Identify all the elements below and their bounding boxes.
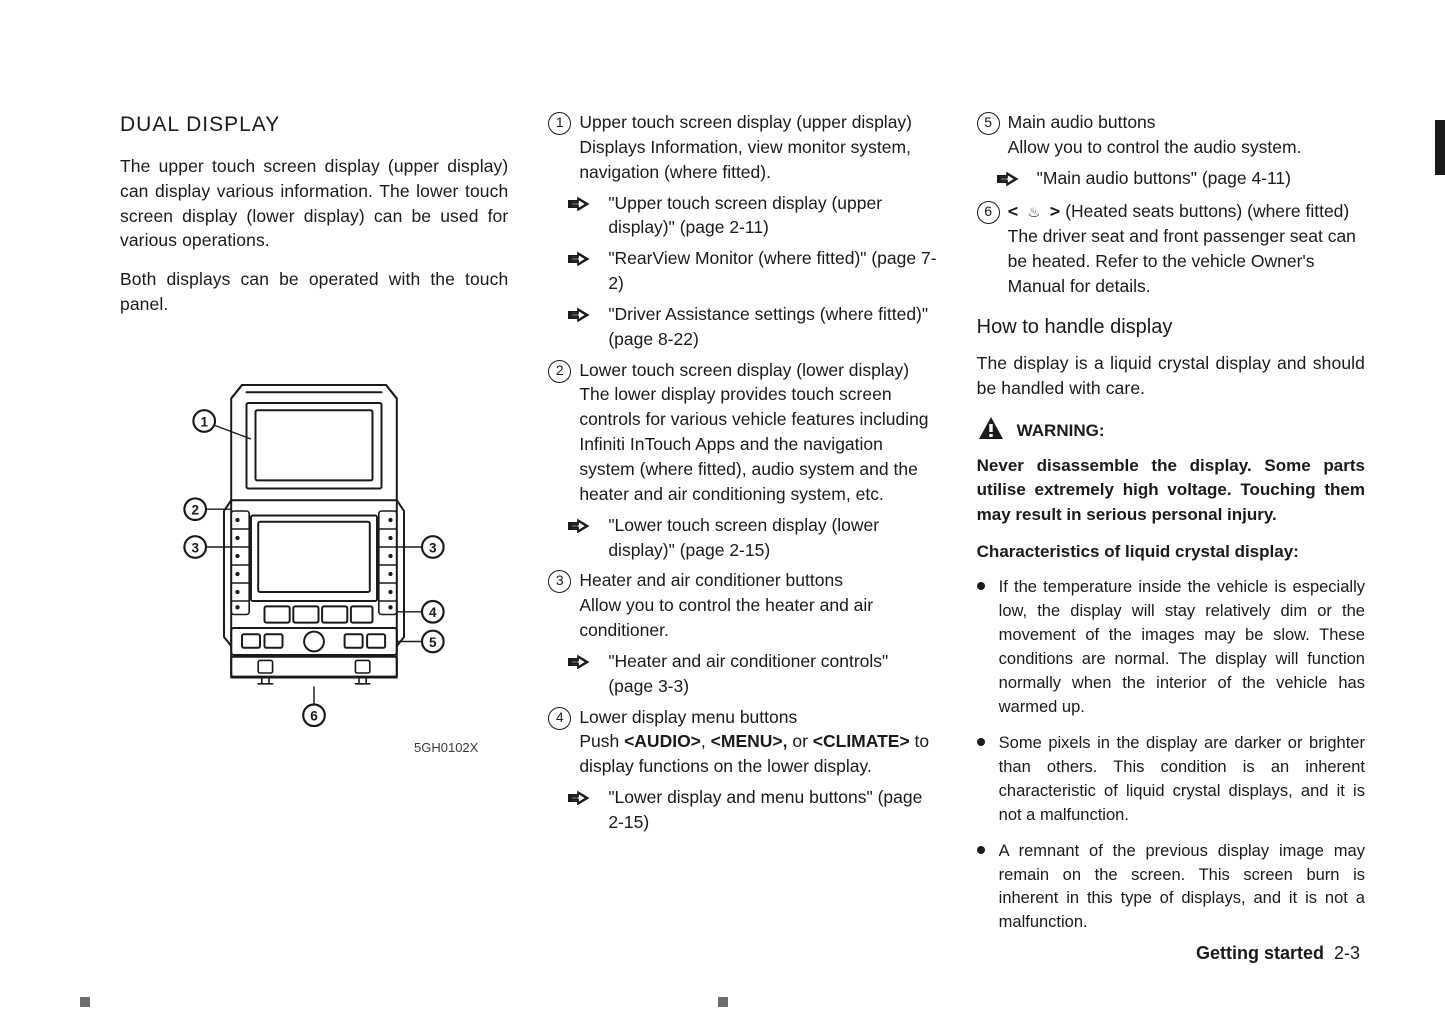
subheading-how-to-handle: How to handle display (977, 313, 1365, 341)
callout-number: 4 (548, 707, 571, 730)
callout-item-4: 4 Lower display menu buttons Push <AUDIO… (548, 705, 936, 780)
reference-icon (568, 304, 594, 352)
reference-icon (568, 515, 594, 563)
reference-icon (568, 193, 594, 241)
list-item: A remnant of the previous display image … (977, 840, 1365, 936)
callout-item-1: 1 Upper touch screen display (upper disp… (548, 110, 936, 185)
callout-title: Lower display menu buttons (579, 705, 936, 730)
ref-row: "Main audio buttons" (page 4-11) (997, 166, 1365, 193)
warning-body: Never disassemble the display. Some part… (977, 454, 1365, 528)
callout-title: Main audio buttons (1008, 110, 1365, 135)
ref-row: "Heater and air conditioner controls" (p… (568, 649, 936, 699)
page-footer: Getting started 2-3 (1196, 943, 1360, 964)
list-item: If the temperature inside the vehicle is… (977, 576, 1365, 720)
ref-text: "Heater and air conditioner controls" (p… (608, 649, 936, 699)
ref-row: "RearView Monitor (where fitted)" (page … (568, 246, 936, 296)
list-item: Some pixels in the display are darker or… (977, 732, 1365, 828)
callout-desc: Displays Information, view monitor syste… (579, 135, 936, 185)
ref-text: "Main audio buttons" (page 4-11) (1037, 166, 1365, 193)
footer-page: 2-3 (1334, 943, 1360, 963)
svg-text:1: 1 (201, 414, 209, 429)
column-1: DUAL DISPLAY The upper touch screen disp… (120, 110, 508, 959)
callout-desc: Allow you to control the heater and air … (579, 593, 936, 643)
callout-number: 1 (548, 112, 571, 135)
callout-desc: Push <AUDIO>, <MENU>, or <CLIMATE> to di… (579, 729, 936, 779)
svg-text:4: 4 (429, 605, 437, 620)
reference-icon (568, 651, 594, 699)
reference-icon (997, 168, 1023, 193)
callout-title: Lower touch screen display (lower displa… (579, 358, 936, 383)
dashboard-diagram: 1 2 3 3 4 (120, 367, 508, 757)
callout-item-3: 3 Heater and air conditioner buttons All… (548, 568, 936, 643)
bullet-icon (977, 582, 985, 590)
callout-item-2: 2 Lower touch screen display (lower disp… (548, 358, 936, 507)
callout-item-6: 6 < ♨ > (Heated seats buttons) (where fi… (977, 199, 1365, 299)
reference-icon (568, 787, 594, 835)
svg-text:5: 5 (429, 635, 437, 650)
callout-number: 5 (977, 112, 1000, 135)
svg-text:3: 3 (429, 540, 437, 555)
intro-paragraph-1: The upper touch screen display (upper di… (120, 154, 508, 253)
heated-seat-icon: < ♨ > (1008, 202, 1061, 222)
warning-icon (977, 415, 1005, 448)
subsection-intro: The display is a liquid crystal display … (977, 351, 1365, 401)
warning-header: WARNING: (977, 415, 1365, 448)
section-tab (1435, 120, 1445, 175)
characteristics-heading: Characteristics of liquid crystal displa… (977, 540, 1365, 565)
figure-caption: 5GH0102X (120, 739, 508, 757)
ref-text: "Upper touch screen display (upper displ… (608, 191, 936, 241)
ref-text: "RearView Monitor (where fitted)" (page … (608, 246, 936, 296)
intro-paragraph-2: Both displays can be operated with the t… (120, 267, 508, 317)
callout-desc: The lower display provides touch screen … (579, 382, 936, 506)
ref-row: "Driver Assistance settings (where fitte… (568, 302, 936, 352)
ref-text: "Driver Assistance settings (where fitte… (608, 302, 936, 352)
callout-desc: Allow you to control the audio system. (1008, 135, 1365, 160)
callout-desc: The driver seat and front passenger seat… (1008, 224, 1365, 299)
characteristics-list: If the temperature inside the vehicle is… (977, 576, 1365, 935)
callout-number: 3 (548, 570, 571, 593)
callout-title: < ♨ > (Heated seats buttons) (where fitt… (1008, 199, 1365, 225)
callout-number: 6 (977, 201, 1000, 224)
ref-text: "Lower display and menu buttons" (page 2… (608, 785, 936, 835)
bullet-icon (977, 846, 985, 854)
heading-dual-display: DUAL DISPLAY (120, 110, 508, 140)
svg-text:3: 3 (192, 540, 200, 555)
column-2: 1 Upper touch screen display (upper disp… (548, 110, 936, 959)
ref-row: "Lower touch screen display (lower displ… (568, 513, 936, 563)
callout-item-5: 5 Main audio buttons Allow you to contro… (977, 110, 1365, 160)
callout-number: 2 (548, 360, 571, 383)
bullet-icon (977, 738, 985, 746)
footer-section: Getting started (1196, 943, 1324, 963)
reference-icon (568, 248, 594, 296)
ref-row: "Upper touch screen display (upper displ… (568, 191, 936, 241)
svg-text:6: 6 (310, 709, 318, 724)
column-3: 5 Main audio buttons Allow you to contro… (977, 110, 1365, 959)
warning-label: WARNING: (1017, 419, 1105, 443)
ref-row: "Lower display and menu buttons" (page 2… (568, 785, 936, 835)
callout-title: Upper touch screen display (upper displa… (579, 110, 936, 135)
svg-text:2: 2 (192, 502, 200, 517)
manual-page: DUAL DISPLAY The upper touch screen disp… (0, 0, 1445, 1019)
callout-title: Heater and air conditioner buttons (579, 568, 936, 593)
ref-text: "Lower touch screen display (lower displ… (608, 513, 936, 563)
